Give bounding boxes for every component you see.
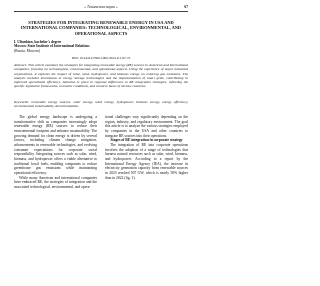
running-header: « Технические науки » 67 — [14, 5, 188, 12]
paragraph: tional challenges vary significantly dep… — [105, 115, 188, 138]
abstract: Abstract: This article examines the stra… — [14, 63, 188, 89]
paragraph: The integration of RE into corporate ope… — [105, 142, 188, 180]
section-heading: Stages of RE integration in corporate st… — [110, 138, 183, 143]
doi: DOI: 10.24412/2500-1000-2024-9-1-67-72 — [71, 56, 131, 60]
left-column: The global energy landscape is undergoin… — [14, 115, 97, 190]
section: « Технические науки » — [84, 5, 118, 9]
paragraph: While many American and international co… — [14, 175, 97, 189]
page: « Технические науки » 67 STRATEGIES FOR I… — [14, 5, 188, 190]
author-block: I. Ultanbion, bachelor's degree Moscow S… — [14, 40, 188, 53]
title: STRATEGIES FOR INTEGRATING RENEWABLE ENE… — [20, 20, 182, 36]
author: I. Ultanbion, bachelor's degree — [14, 40, 62, 44]
keywords: Keywords: renewable energy sources, sola… — [14, 100, 188, 109]
right-column: tional challenges vary significantly dep… — [105, 115, 188, 180]
affiliation: Moscow State Institute of International … — [14, 44, 90, 49]
location: (Russia, Moscow) — [14, 48, 41, 53]
paragraph: The global energy landscape is undergoin… — [14, 115, 97, 175]
page-number: 67 — [184, 5, 188, 9]
